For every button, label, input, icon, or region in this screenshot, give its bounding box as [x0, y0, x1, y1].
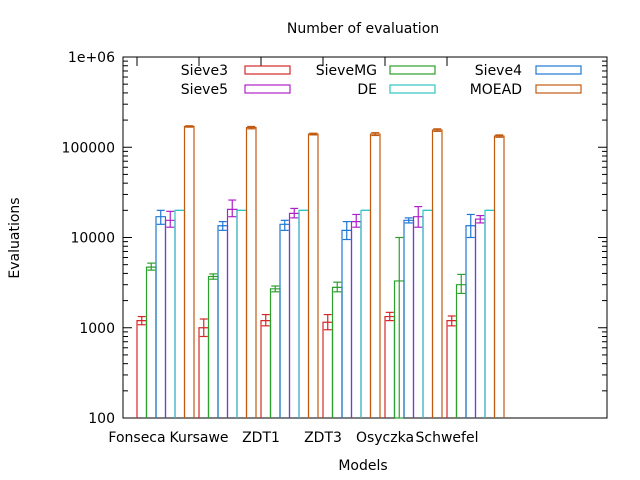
x-tick-label: ZDT3	[304, 430, 342, 446]
bar-moead	[369, 133, 381, 418]
y-tick-label: 10000	[70, 231, 115, 247]
bar-series-group	[136, 125, 505, 419]
x-axis-label: Models	[338, 458, 387, 474]
legend-label-moead: MOEAD	[470, 82, 522, 98]
x-tick-label: Fonseca	[108, 430, 165, 446]
legend-label-sieve5: Sieve5	[181, 82, 228, 98]
bar-sieve3	[446, 320, 458, 418]
bar-sieve4	[465, 225, 477, 418]
bar-sievemg	[207, 275, 219, 418]
bar-sievemg	[331, 286, 343, 418]
bar-de	[236, 209, 248, 418]
x-tick-label: Schwefel	[416, 430, 479, 446]
bar-sieve5	[226, 208, 238, 418]
legend-swatch-sieve3	[244, 65, 291, 75]
plot-frame	[122, 56, 608, 419]
legend-label-sievemg: SieveMG	[316, 63, 377, 79]
bar-de	[174, 209, 186, 418]
y-axis-label: Evaluations	[7, 197, 23, 278]
y-tick-label: 1000	[79, 321, 115, 337]
bar-sieve5	[350, 221, 362, 418]
x-tick-label: Kursawe	[169, 430, 228, 446]
bar-sieve4	[403, 219, 415, 418]
y-tick-label: 100000	[62, 140, 115, 156]
bar-sieve4	[217, 225, 229, 418]
legend-swatch-sieve4	[535, 65, 582, 75]
x-axis: Fonseca Kursawe ZDT1 ZDT3 Osyczka Schwefel	[108, 57, 478, 446]
legend-swatch-moead	[535, 84, 582, 94]
chart-title: Number of evaluation	[287, 21, 439, 37]
x-tick-label: Osyczka	[356, 430, 414, 446]
bar-sieve5	[412, 216, 424, 418]
bar-sieve4	[279, 223, 291, 418]
y-axis: 100 1000 10000 100000 1e+06	[62, 50, 607, 427]
bar-de	[298, 209, 310, 418]
legend-label-sieve3: Sieve3	[181, 63, 228, 79]
bar-sieve3	[260, 320, 272, 418]
bar-sieve3	[384, 315, 396, 418]
bar-de	[422, 209, 434, 418]
legend-label-de: DE	[357, 82, 377, 98]
bar-sieve3	[136, 320, 148, 418]
legend-swatch-sievemg	[389, 65, 436, 75]
y-tick-label: 1e+06	[68, 50, 115, 66]
legend: Sieve3 SieveMG Sieve4 Sieve5 DE MOEAD	[181, 63, 582, 98]
bar-de	[360, 209, 372, 418]
bar-sieve3	[322, 321, 334, 418]
x-tick-label: ZDT1	[242, 430, 280, 446]
bar-sieve3	[198, 327, 210, 418]
bar-sieve4	[155, 216, 167, 418]
legend-swatch-de	[389, 84, 436, 94]
bar-de	[484, 209, 496, 418]
bar-moead	[493, 135, 505, 418]
bar-moead	[307, 133, 319, 418]
legend-label-sieve4: Sieve4	[475, 63, 522, 79]
y-tick-label: 100	[88, 411, 115, 427]
bar-moead	[183, 125, 195, 418]
bar-sieve5	[474, 218, 486, 418]
legend-swatch-sieve5	[244, 84, 291, 94]
bar-sieve5	[288, 212, 300, 418]
bar-moead	[431, 129, 443, 418]
bar-sieve5	[164, 219, 176, 418]
bar-sievemg	[145, 266, 157, 418]
bar-moead	[245, 127, 257, 418]
bar-sievemg	[455, 284, 467, 418]
bar-sievemg	[269, 288, 281, 418]
bar-sieve4	[341, 229, 353, 418]
